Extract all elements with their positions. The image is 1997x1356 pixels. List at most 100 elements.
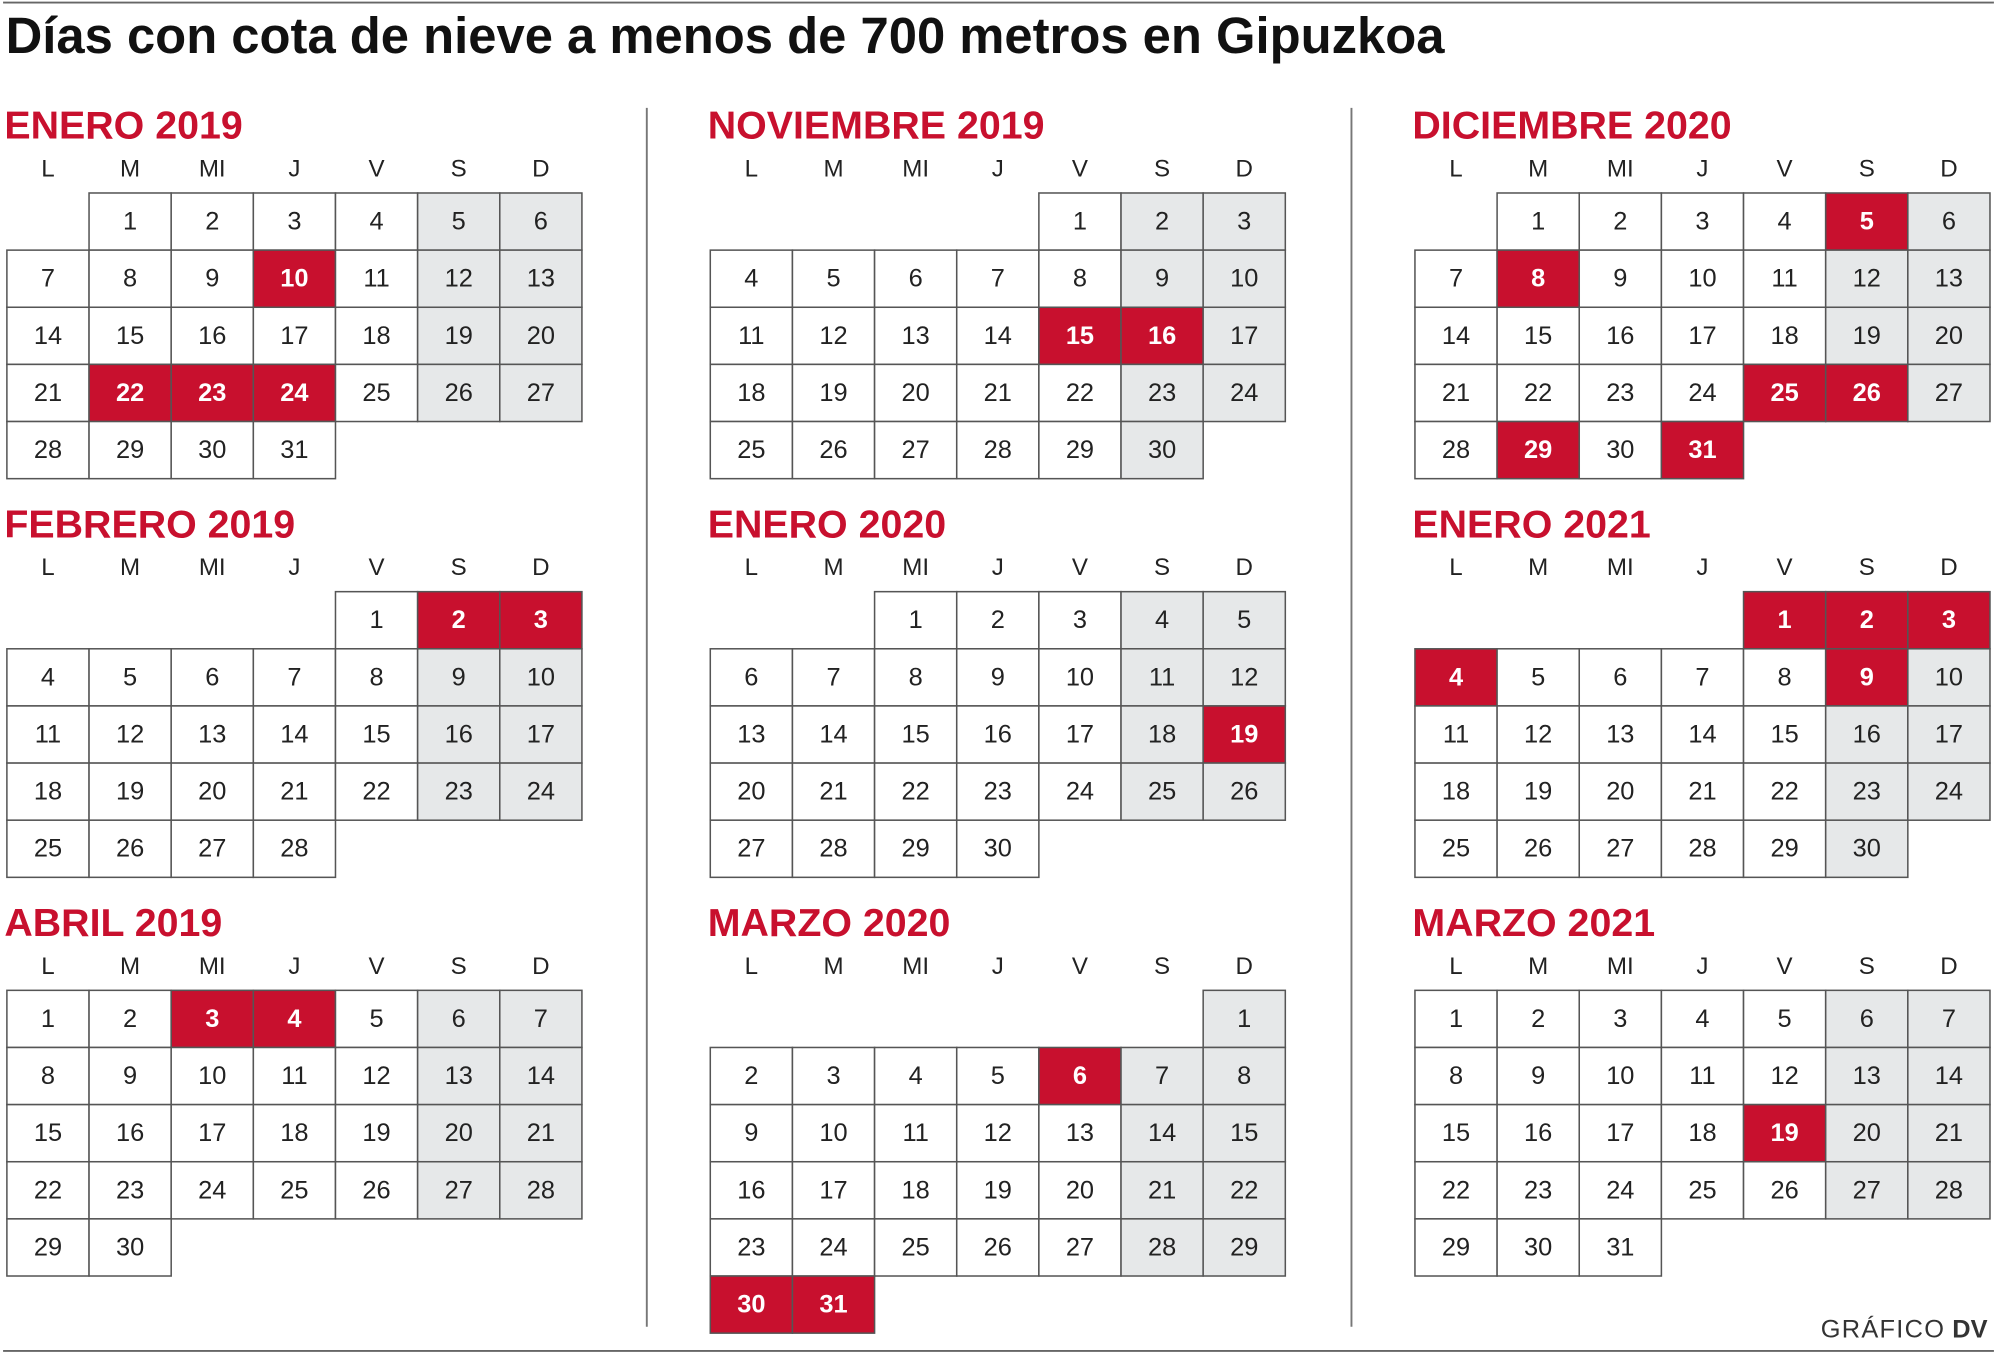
day-number: 28 bbox=[1688, 835, 1716, 863]
day-number: 26 bbox=[1770, 1176, 1798, 1204]
weekday-label: J bbox=[288, 554, 300, 581]
day-number: 30 bbox=[1606, 436, 1634, 464]
day-number: 29 bbox=[1442, 1233, 1470, 1261]
day-number: 26 bbox=[984, 1233, 1012, 1261]
day-cell bbox=[170, 705, 255, 764]
day-cell bbox=[1578, 762, 1663, 821]
day-number: 12 bbox=[362, 1062, 390, 1090]
day-cell bbox=[334, 363, 419, 423]
weekday-label: D bbox=[1940, 953, 1957, 980]
day-cell bbox=[1496, 819, 1581, 879]
day-number: 20 bbox=[1606, 778, 1634, 806]
day-number: 22 bbox=[902, 778, 930, 806]
day-number: 24 bbox=[280, 379, 308, 407]
day-cell bbox=[955, 420, 1040, 480]
day-number: 8 bbox=[1778, 663, 1792, 691]
weekday-label: D bbox=[532, 156, 549, 183]
day-cell bbox=[873, 1218, 958, 1277]
day-cell bbox=[1907, 1160, 1991, 1220]
day-number: 30 bbox=[984, 835, 1012, 863]
day-number: 2 bbox=[123, 1005, 137, 1033]
day-cell bbox=[1120, 420, 1204, 480]
day-cell bbox=[6, 1103, 90, 1163]
day-cell bbox=[334, 249, 419, 309]
day-number: 5 bbox=[991, 1062, 1005, 1090]
day-cell bbox=[1660, 192, 1745, 251]
day-number: 18 bbox=[1148, 720, 1176, 748]
snow-day-cell bbox=[499, 590, 583, 650]
snow-day-cell bbox=[1660, 420, 1745, 480]
weekday-label: S bbox=[451, 156, 467, 183]
weekday-label: MI bbox=[902, 554, 929, 581]
weekday-label: L bbox=[745, 156, 758, 183]
day-number: 8 bbox=[41, 1062, 55, 1090]
day-number: 24 bbox=[527, 778, 555, 806]
day-number: 29 bbox=[1066, 436, 1094, 464]
day-number: 5 bbox=[1237, 606, 1251, 634]
day-number: 21 bbox=[1935, 1119, 1963, 1147]
day-number: 12 bbox=[1230, 663, 1258, 691]
day-cell bbox=[873, 1046, 958, 1106]
day-number: 16 bbox=[984, 720, 1012, 748]
day-cell bbox=[252, 192, 337, 251]
day-cell bbox=[88, 420, 172, 480]
day-number: 27 bbox=[198, 835, 226, 863]
day-number: 12 bbox=[1524, 720, 1552, 748]
day-number: 3 bbox=[205, 1005, 219, 1033]
day-number: 14 bbox=[1148, 1119, 1176, 1147]
day-number: 25 bbox=[280, 1176, 308, 1204]
day-number: 13 bbox=[1066, 1119, 1094, 1147]
day-number: 4 bbox=[1155, 606, 1169, 634]
snow-day-cell bbox=[170, 989, 255, 1049]
day-number: 8 bbox=[1237, 1062, 1251, 1090]
day-number: 16 bbox=[1148, 322, 1176, 350]
day-cell bbox=[334, 1103, 419, 1163]
day-number: 13 bbox=[1606, 720, 1634, 748]
day-cell bbox=[499, 1046, 583, 1106]
weekday-label: J bbox=[1696, 156, 1708, 183]
day-cell bbox=[873, 1103, 958, 1163]
day-cell bbox=[1824, 705, 1909, 764]
day-number: 9 bbox=[452, 663, 466, 691]
day-cell bbox=[334, 192, 419, 251]
weekday-label: S bbox=[1859, 554, 1875, 581]
day-cell bbox=[416, 762, 501, 821]
day-cell bbox=[88, 192, 172, 251]
day-cell bbox=[499, 1160, 583, 1220]
day-cell bbox=[170, 1160, 255, 1220]
day-number: 27 bbox=[527, 379, 555, 407]
day-number: 4 bbox=[1695, 1005, 1709, 1033]
day-number: 19 bbox=[116, 778, 144, 806]
day-number: 12 bbox=[445, 265, 473, 293]
day-cell bbox=[1414, 306, 1498, 366]
day-number: 6 bbox=[452, 1005, 466, 1033]
day-number: 7 bbox=[1942, 1005, 1956, 1033]
day-cell bbox=[1907, 192, 1991, 251]
day-number: 21 bbox=[1442, 379, 1470, 407]
day-cell bbox=[416, 306, 501, 366]
day-number: 31 bbox=[819, 1291, 847, 1319]
day-cell bbox=[955, 819, 1040, 879]
day-cell bbox=[1120, 1103, 1204, 1163]
day-cell bbox=[1414, 420, 1498, 480]
weekday-label: J bbox=[288, 953, 300, 980]
day-number: 29 bbox=[902, 835, 930, 863]
day-number: 28 bbox=[34, 436, 62, 464]
day-cell bbox=[6, 1218, 90, 1277]
day-cell bbox=[334, 1160, 419, 1220]
day-number: 31 bbox=[280, 436, 308, 464]
day-cell bbox=[88, 989, 172, 1049]
day-number: 1 bbox=[1073, 208, 1087, 236]
day-cell bbox=[1038, 1218, 1122, 1277]
day-number: 5 bbox=[452, 208, 466, 236]
snow-day-cell bbox=[1496, 420, 1581, 480]
day-cell bbox=[1202, 590, 1287, 650]
day-number: 6 bbox=[1942, 208, 1956, 236]
day-number: 5 bbox=[1531, 663, 1545, 691]
day-cell bbox=[709, 1218, 794, 1277]
day-cell bbox=[791, 249, 876, 309]
